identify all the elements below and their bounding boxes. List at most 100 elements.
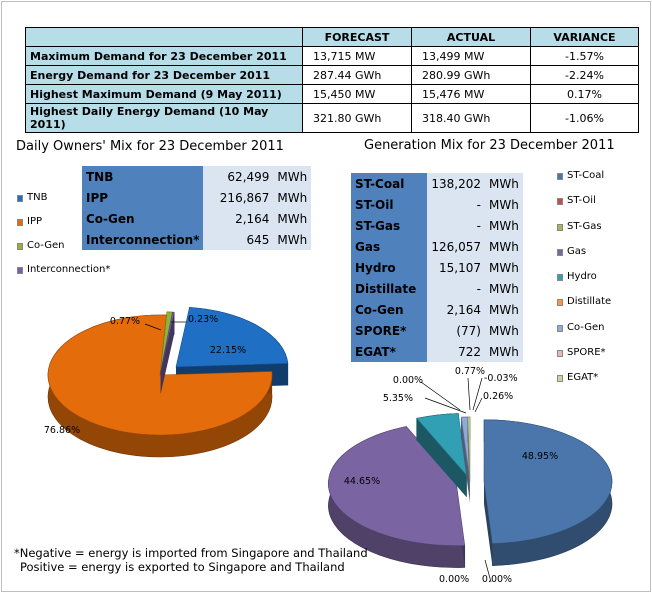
generation-mix-unit: MWh: [485, 173, 523, 194]
generation-mix-unit: MWh: [485, 299, 523, 320]
generation-mix-value: -: [427, 215, 485, 236]
legend-label: Interconnection*: [27, 264, 111, 275]
demand-row-actual: 318.40 GWh: [411, 103, 531, 133]
demand-row: Highest Maximum Demand (9 May 2011) 15,45…: [25, 84, 639, 104]
leader-line: [420, 381, 461, 411]
legend-swatch: [557, 375, 563, 383]
demand-row-actual: 13,499 MW: [411, 46, 531, 66]
generation-mix-name: SPORE*: [351, 320, 427, 341]
generation-mix-row: Hydro 15,107 MWh: [351, 257, 523, 278]
footnote: *Negative = energy is imported from Sing…: [14, 546, 368, 574]
generation-mix-name: ST-Oil: [351, 194, 427, 215]
demand-row-forecast: 15,450 MW: [302, 84, 412, 104]
demand-row-label: Maximum Demand for 23 December 2011: [25, 46, 303, 66]
generation-mix-unit: MWh: [485, 215, 523, 236]
demand-row-forecast: 321.80 GWh: [302, 103, 412, 133]
legend-item: EGAT*: [557, 372, 611, 397]
demand-row-label: Highest Daily Energy Demand (10 May 2011…: [25, 103, 303, 133]
demand-header-blank: [25, 27, 303, 47]
demand-row-actual: 280.99 GWh: [411, 65, 531, 85]
demand-row: Maximum Demand for 23 December 2011 13,71…: [25, 46, 639, 66]
owners-mix-title: Daily Owners' Mix for 23 December 2011: [16, 139, 284, 154]
legend-item: Hydro: [557, 271, 611, 296]
legend-label: Co-Gen: [27, 240, 65, 251]
generation-mix-value: -: [427, 278, 485, 299]
legend-item: Distillate: [557, 296, 611, 321]
owners-pie-chart: 22.15% 76.86% 0.77% 0.23%: [44, 307, 289, 458]
generation-mix-name: EGAT*: [351, 341, 427, 362]
generation-mix-name: ST-Gas: [351, 215, 427, 236]
owners-mix-name: TNB: [82, 166, 204, 187]
owners-mix-unit: MWh: [273, 166, 312, 187]
legend-label: Co-Gen: [567, 321, 605, 333]
owners-mix-row: Co-Gen 2,164 MWh: [82, 208, 312, 229]
generation-pie-chart: 48.95% 0.00% 44.65% 5.35% 0.00% 0.77%-0.03% 0.…: [328, 366, 613, 585]
data-label: 44.65%: [344, 476, 380, 487]
leader-line: [472, 377, 483, 411]
data-label: 0.77%: [455, 366, 485, 377]
legend-swatch: [17, 243, 23, 250]
legend-label: SPORE*: [567, 347, 606, 359]
generation-mix-value: 138,202: [427, 173, 485, 194]
demand-row: Highest Daily Energy Demand (10 May 2011…: [25, 103, 639, 133]
demand-row: Energy Demand for 23 December 2011 287.44…: [25, 65, 639, 85]
owners-mix-value: 645: [203, 229, 274, 250]
owners-mix-name: Interconnection*: [82, 229, 204, 250]
data-label: 0.77%: [110, 316, 140, 327]
legend-swatch: [557, 248, 563, 256]
generation-mix-value: 126,057: [427, 236, 485, 257]
data-label: 0.00%: [393, 375, 423, 386]
demand-row-variance: -2.24%: [530, 65, 639, 85]
owners-mix-row: TNB 62,499 MWh: [82, 166, 312, 187]
legend-label: Distillate: [567, 296, 612, 308]
generation-mix-row: Gas 126,057 MWh: [351, 236, 523, 257]
generation-mix-unit: MWh: [485, 278, 523, 299]
legend-label: EGAT*: [567, 372, 599, 384]
pie-slice: [160, 311, 175, 394]
legend-label: Hydro: [567, 271, 597, 283]
legend-item: Co-Gen: [17, 240, 110, 264]
legend-swatch: [557, 274, 563, 282]
owners-mix-value: 2,164: [203, 208, 274, 229]
generation-mix-row: Co-Gen 2,164 MWh: [351, 299, 523, 320]
data-label: 76.86%: [44, 425, 80, 436]
generation-mix-unit: MWh: [485, 341, 523, 362]
legend-item: IPP: [17, 216, 110, 240]
legend-swatch: [17, 219, 23, 226]
legend-label: ST-Oil: [567, 195, 596, 207]
legend-item: Interconnection*: [17, 264, 110, 288]
legend-swatch: [17, 195, 23, 202]
leader-line: [467, 377, 471, 411]
legend-item: Gas: [557, 246, 611, 271]
footnote-line-1: *Negative = energy is imported from Sing…: [14, 546, 368, 560]
owners-mix-name: IPP: [82, 187, 204, 208]
legend-item: ST-Coal: [557, 170, 611, 195]
demand-table: FORECAST ACTUAL VARIANCE Maximum Demand …: [25, 27, 639, 133]
demand-row-label: Energy Demand for 23 December 2011: [25, 65, 303, 85]
leader-line: [474, 397, 483, 413]
demand-row-variance: -1.06%: [530, 103, 639, 133]
demand-table-header: FORECAST ACTUAL VARIANCE: [25, 27, 639, 47]
owners-mix-value: 216,867: [203, 187, 274, 208]
pie-slice: [483, 419, 613, 566]
data-label: 0.26%: [483, 391, 513, 402]
pie-slice: [467, 416, 471, 502]
pie-slice: [416, 413, 468, 498]
legend-item: SPORE*: [557, 347, 611, 372]
legend-item: ST-Gas: [557, 221, 611, 246]
demand-row-label: Highest Maximum Demand (9 May 2011): [25, 84, 303, 104]
generation-mix-unit: MWh: [485, 236, 523, 257]
legend-item: TNB: [17, 192, 110, 216]
generation-mix-name: ST-Coal: [351, 173, 427, 194]
generation-mix-value: 722: [427, 341, 485, 362]
generation-mix-value: 15,107: [427, 257, 485, 278]
demand-row-forecast: 287.44 GWh: [302, 65, 412, 85]
owners-mix-row: IPP 216,867 MWh: [82, 187, 312, 208]
legend-item: Co-Gen: [557, 322, 611, 347]
legend-label: Gas: [567, 245, 587, 257]
data-label: 48.95%: [522, 451, 558, 462]
generation-mix-unit: MWh: [485, 320, 523, 341]
generation-mix-name: Gas: [351, 236, 427, 257]
legend-swatch: [557, 299, 563, 307]
